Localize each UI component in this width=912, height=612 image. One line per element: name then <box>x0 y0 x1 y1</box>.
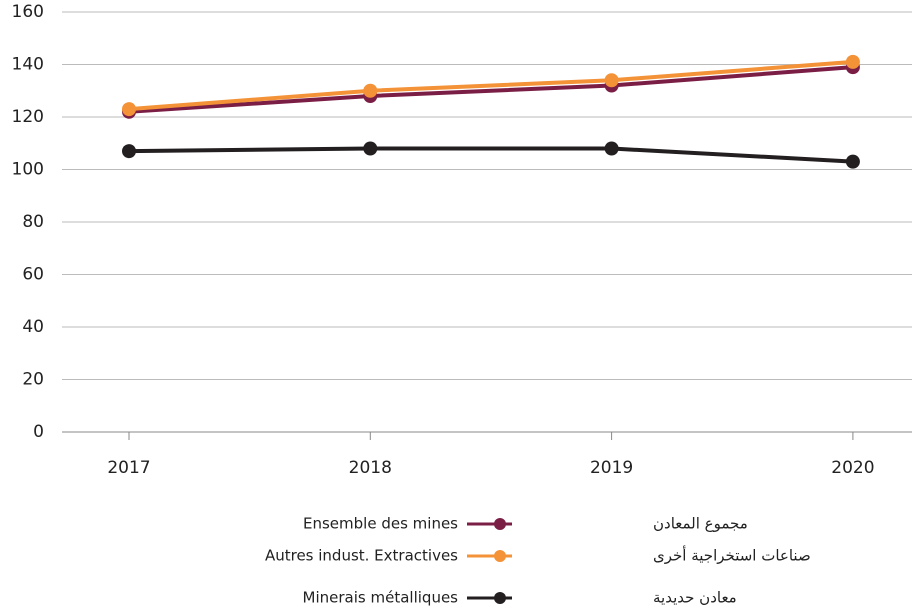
point <box>363 141 378 156</box>
y-tick-label: 0 <box>33 422 44 442</box>
legend-marker <box>494 550 506 562</box>
y-tick-label: 40 <box>22 317 44 337</box>
line <box>128 146 854 164</box>
line <box>128 59 854 112</box>
y-tick-label: 100 <box>12 160 44 180</box>
x-tick-label: 2018 <box>349 458 392 478</box>
x-tick-label: 2017 <box>107 458 150 478</box>
point <box>604 73 619 88</box>
legend-marker <box>494 592 506 604</box>
legend-marker <box>494 518 506 530</box>
y-tick-label: 80 <box>22 212 44 232</box>
legend-label-ar: مجموع المعادن <box>653 515 748 533</box>
y-tick-label: 140 <box>12 55 44 75</box>
y-tick-label: 160 <box>12 2 44 22</box>
legend-label-ar: معادن حديدية <box>653 589 737 607</box>
x-tick-label: 2020 <box>831 458 874 478</box>
point <box>845 154 860 169</box>
y-tick-label: 120 <box>12 107 44 127</box>
line <box>128 65 854 114</box>
point <box>122 102 136 117</box>
y-tick-label: 20 <box>22 370 44 390</box>
point <box>122 144 136 159</box>
point <box>363 83 378 98</box>
legend-label: Autres indust. Extractives <box>265 547 458 565</box>
x-tick-label: 2019 <box>590 458 633 478</box>
point <box>845 54 860 69</box>
legend-label: Minerais métalliques <box>303 589 459 607</box>
point <box>604 141 619 156</box>
legend-label: Ensemble des mines <box>303 515 458 533</box>
legend-label-ar: صناعات استخراجية أخرى <box>653 546 811 565</box>
y-tick-label: 60 <box>22 265 44 285</box>
